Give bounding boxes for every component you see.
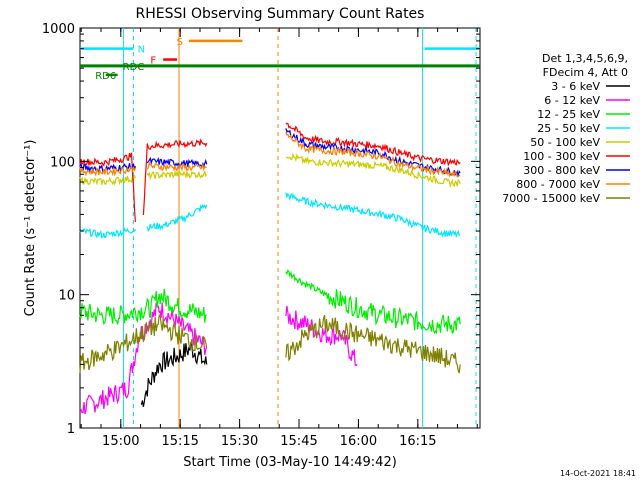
legend-label: 7000 - 15000 keV xyxy=(502,192,600,205)
series-line-2 xyxy=(79,288,207,326)
series-line-5 xyxy=(79,152,136,223)
series-line-5 xyxy=(285,122,461,167)
y-axis-label: Count Rate (s⁻¹ detector⁻¹) xyxy=(23,140,38,317)
legend-label: 50 - 100 keV xyxy=(530,136,600,149)
legend-label: 25 - 50 keV xyxy=(537,122,600,135)
series-line-6 xyxy=(146,156,208,169)
flag-label: RDC xyxy=(123,62,145,73)
flag-label: F xyxy=(150,56,156,67)
series-line-7 xyxy=(79,165,136,177)
x-axis: 15:00 15:15 15:30 15:45 16:00 16:15 xyxy=(80,28,478,449)
series-line-6 xyxy=(285,128,461,176)
series-line-5 xyxy=(142,137,208,216)
x-tick-label: 16:15 xyxy=(399,434,436,449)
footer-timestamp: 14-Oct-2021 18:41 xyxy=(560,469,636,478)
x-tick-label: 15:45 xyxy=(280,434,317,449)
legend-label: 300 - 800 keV xyxy=(523,164,600,177)
chart-title: RHESSI Observing Summary Count Rates xyxy=(136,6,425,22)
flag-label: N xyxy=(138,45,145,56)
x-tick-label: 16:00 xyxy=(340,434,377,449)
x-tick-label: 15:00 xyxy=(102,434,139,449)
series-line-7 xyxy=(285,131,461,178)
y-tick-label: 10 xyxy=(58,289,75,304)
series-line-8 xyxy=(79,314,208,374)
plot-frame xyxy=(79,27,481,429)
series-line-3 xyxy=(79,226,136,239)
series-line-6 xyxy=(79,162,136,175)
legend-label: 12 - 25 keV xyxy=(537,108,600,121)
y-axis: 1 10 100 1000 xyxy=(42,22,480,437)
series-line-1 xyxy=(285,305,358,367)
series-line-0 xyxy=(140,342,208,407)
legend-label: 100 - 300 keV xyxy=(523,150,600,163)
plot-area: NF S RDC RD6 xyxy=(79,27,481,429)
legend-header: FDecim 4, Att 0 xyxy=(543,66,628,79)
x-tick-label: 15:30 xyxy=(221,434,258,449)
y-tick-label: 100 xyxy=(50,155,75,170)
series-line-4 xyxy=(146,169,208,181)
x-axis-label: Start Time (03-May-10 14:49:42) xyxy=(183,455,397,470)
legend-label: 3 - 6 keV xyxy=(551,80,600,93)
y-tick-label: 1000 xyxy=(42,22,75,37)
series-line-4 xyxy=(285,152,461,189)
legend-label: 800 - 7000 keV xyxy=(516,178,600,191)
series-line-3 xyxy=(146,203,208,233)
series-line-3 xyxy=(285,192,461,239)
flag-label: S xyxy=(177,37,183,48)
series-line-7 xyxy=(146,160,207,172)
series-line-2 xyxy=(285,269,461,335)
series-line-8 xyxy=(285,314,461,374)
series-line-4 xyxy=(79,174,136,187)
x-tick-label: 15:15 xyxy=(161,434,198,449)
legend: Det 1,3,4,5,6,9,FDecim 4, Att 03 - 6 keV… xyxy=(502,52,630,205)
y-tick-label: 1 xyxy=(67,422,75,437)
legend-label: 6 - 12 keV xyxy=(544,94,600,107)
legend-header: Det 1,3,4,5,6,9, xyxy=(542,52,628,65)
flag-label: RD6 xyxy=(95,71,116,82)
